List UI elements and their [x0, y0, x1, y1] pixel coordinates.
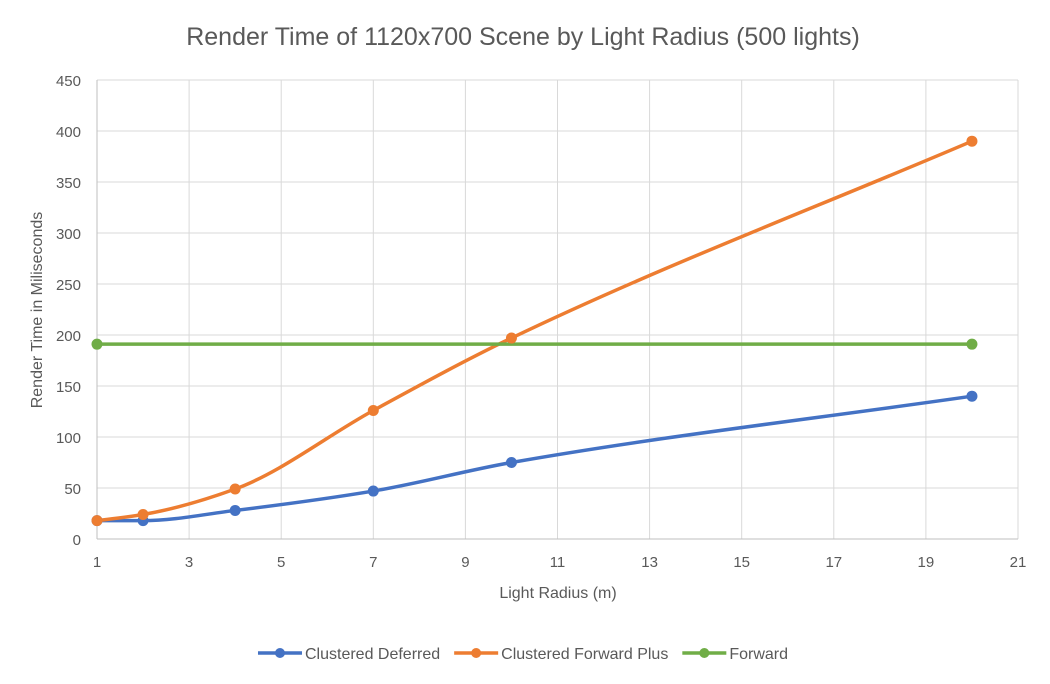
- gridlines: [97, 79, 1019, 539]
- data-point-clustered-deferred: [505, 457, 517, 468]
- x-tick-label: 17: [825, 554, 842, 571]
- y-tick-label: 250: [56, 277, 81, 294]
- data-point-forward: [966, 338, 978, 350]
- x-tick-label: 3: [185, 554, 193, 571]
- x-tick-label: 5: [277, 554, 285, 571]
- y-tick-label: 0: [73, 532, 81, 549]
- x-tick-label: 9: [461, 554, 469, 571]
- chart-title: Render Time of 1120x700 Scene by Light R…: [186, 23, 860, 51]
- data-point-clustered-deferred: [966, 390, 978, 402]
- x-tick-label: 7: [369, 554, 377, 571]
- x-tick-label: 19: [918, 554, 935, 571]
- legend-label: Clustered Deferred: [305, 646, 440, 663]
- y-tick-label: 100: [56, 430, 81, 447]
- y-tick-label: 450: [56, 73, 81, 90]
- y-tick-label: 150: [56, 379, 81, 396]
- y-tick-label: 50: [64, 481, 81, 498]
- legend-marker: [274, 648, 285, 658]
- y-tick-label: 400: [56, 124, 81, 141]
- data-point-clustered-forward-plus: [229, 483, 241, 495]
- data-point-clustered-forward-plus: [367, 404, 379, 416]
- series-line-clustered-deferred: [95, 394, 974, 523]
- legend-label: Forward: [729, 646, 788, 663]
- y-axis-label: Render Time in Miliseconds: [29, 212, 46, 409]
- data-point-clustered-forward-plus: [966, 135, 978, 147]
- x-tick-label: 1: [93, 554, 101, 571]
- x-axis-label: Light Radius (m): [499, 585, 616, 602]
- y-tick-label: 350: [56, 175, 81, 192]
- data-point-clustered-deferred: [229, 504, 241, 516]
- legend-label: Clustered Forward Plus: [501, 646, 668, 663]
- series-lines: [95, 139, 974, 523]
- series-markers: [91, 135, 978, 527]
- y-tick-label: 200: [56, 328, 81, 345]
- data-point-clustered-forward-plus: [91, 515, 103, 527]
- legend-marker: [699, 648, 710, 658]
- x-tick-label: 21: [1010, 554, 1027, 571]
- data-point-clustered-forward-plus: [505, 332, 517, 344]
- legend-item: Forward: [682, 646, 788, 663]
- y-tick-label: 300: [56, 226, 81, 243]
- series-line-clustered-forward-plus: [95, 139, 974, 523]
- axes: [96, 80, 1018, 540]
- x-tick-label: 15: [733, 554, 750, 571]
- legend-item: Clustered Forward Plus: [454, 646, 668, 663]
- data-point-clustered-deferred: [367, 485, 379, 497]
- legend-item: Clustered Deferred: [257, 646, 440, 663]
- x-axis-ticks: 1 3 5 7 9 11 13 15 17 19 21: [93, 554, 1027, 571]
- legend-marker: [471, 648, 482, 658]
- x-tick-label: 13: [641, 554, 658, 571]
- legend: Clustered Deferred Clustered Forward Plus…: [257, 646, 788, 663]
- x-tick-label: 11: [550, 554, 566, 571]
- y-axis-ticks: 0 50 100 150 200 250 300 350 400 450: [56, 73, 81, 549]
- data-point-clustered-forward-plus: [137, 509, 149, 521]
- data-point-forward: [91, 338, 103, 350]
